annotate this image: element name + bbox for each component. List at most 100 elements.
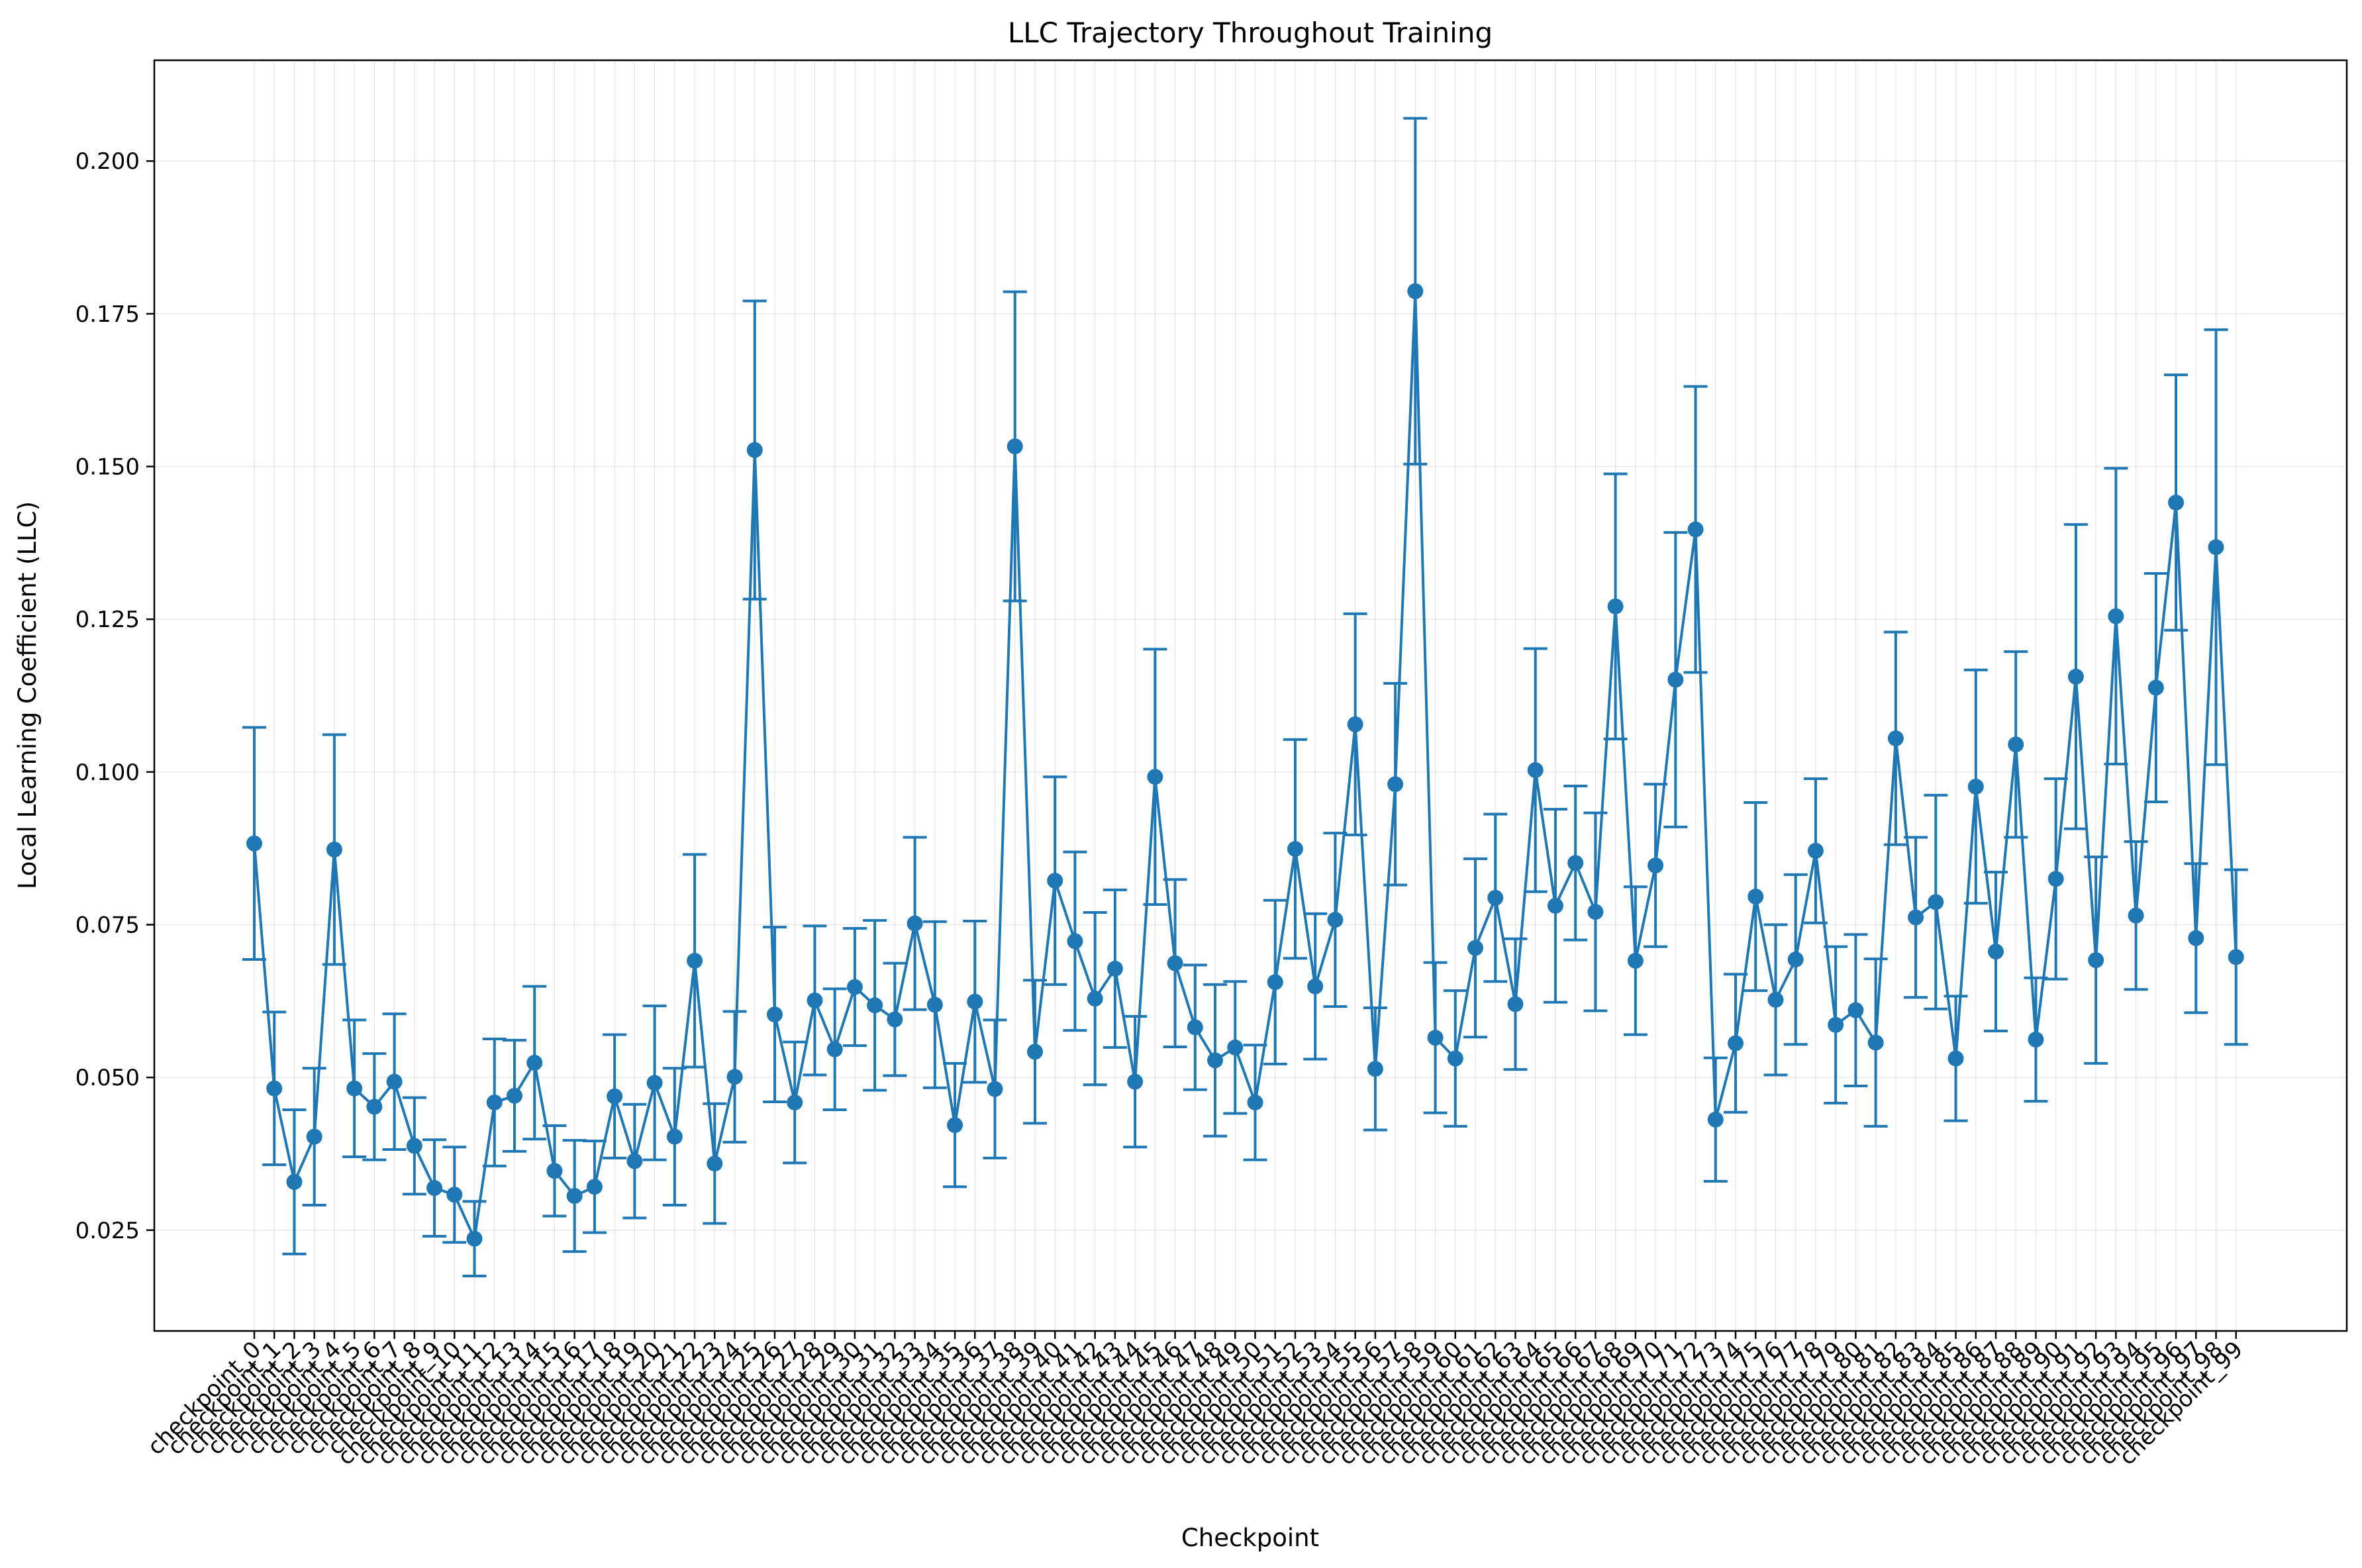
data-point bbox=[1847, 1002, 1864, 1018]
data-point bbox=[1267, 974, 1283, 991]
data-point bbox=[1707, 1111, 1724, 1128]
data-point bbox=[2067, 668, 2084, 685]
x-axis-label: Checkpoint bbox=[1181, 1524, 1319, 1552]
data-point bbox=[1347, 716, 1363, 732]
data-point bbox=[2168, 494, 2185, 511]
data-point bbox=[1467, 940, 1484, 956]
data-point bbox=[1107, 960, 1123, 977]
data-point bbox=[1607, 598, 1624, 614]
data-point bbox=[386, 1073, 403, 1090]
data-point bbox=[1227, 1039, 1244, 1055]
data-point bbox=[826, 1041, 843, 1057]
data-point bbox=[1026, 1044, 1043, 1060]
plot-frame bbox=[153, 59, 2348, 1332]
series-llc bbox=[242, 117, 2248, 1277]
data-point bbox=[1627, 952, 1644, 969]
data-point bbox=[1487, 889, 1504, 906]
y-tick-label: 0.125 bbox=[75, 607, 140, 633]
data-point bbox=[586, 1179, 603, 1195]
data-point bbox=[1247, 1094, 1263, 1110]
data-point bbox=[246, 835, 262, 852]
y-axis-label: Local Learning Coefficient (LLC) bbox=[13, 501, 42, 889]
y-tick-label: 0.050 bbox=[75, 1065, 140, 1091]
data-point bbox=[1887, 730, 1904, 747]
data-point bbox=[807, 992, 823, 1008]
data-point bbox=[1367, 1061, 1383, 1077]
data-point bbox=[1587, 904, 1604, 920]
data-point bbox=[1387, 776, 1404, 793]
data-point bbox=[2047, 871, 2064, 887]
data-point bbox=[1787, 952, 1804, 968]
data-point bbox=[887, 1011, 903, 1028]
data-point bbox=[2147, 679, 2164, 696]
data-point bbox=[1547, 897, 1563, 914]
data-point bbox=[1287, 841, 1303, 858]
data-point bbox=[326, 841, 342, 858]
data-point bbox=[766, 1006, 783, 1023]
data-point bbox=[466, 1230, 483, 1247]
data-point bbox=[1828, 1016, 1844, 1033]
data-point bbox=[907, 915, 923, 932]
data-point bbox=[446, 1187, 463, 1203]
data-point bbox=[546, 1163, 563, 1179]
data-point bbox=[2108, 608, 2124, 624]
data-point bbox=[486, 1094, 503, 1110]
data-point bbox=[1207, 1052, 1224, 1069]
data-point bbox=[526, 1054, 543, 1071]
data-point bbox=[607, 1088, 623, 1104]
data-point bbox=[1507, 996, 1524, 1012]
data-point bbox=[926, 997, 943, 1013]
data-point bbox=[1427, 1030, 1444, 1046]
data-point bbox=[366, 1099, 383, 1115]
data-point bbox=[1127, 1073, 1144, 1090]
data-point bbox=[1908, 909, 1924, 926]
data-point bbox=[406, 1138, 422, 1154]
data-point bbox=[2228, 949, 2244, 965]
data-point bbox=[286, 1173, 303, 1190]
data-point bbox=[266, 1080, 283, 1097]
data-point bbox=[1767, 991, 1784, 1008]
data-point bbox=[2088, 952, 2104, 968]
data-point bbox=[2008, 736, 2024, 753]
data-point bbox=[346, 1080, 363, 1097]
data-point bbox=[2128, 907, 2144, 924]
axes: 0.025 0.050 0.075 0.100 0.125 0.150 0.175 0.200… bbox=[75, 148, 2248, 1470]
data-point bbox=[1728, 1035, 1744, 1052]
data-point bbox=[787, 1094, 803, 1110]
data-point bbox=[1947, 1050, 1964, 1067]
data-point bbox=[506, 1087, 522, 1104]
data-point bbox=[1807, 842, 1824, 859]
data-point bbox=[1447, 1050, 1463, 1067]
data-point bbox=[1967, 778, 1984, 795]
y-tick-label: 0.200 bbox=[75, 148, 140, 175]
y-tick-label: 0.175 bbox=[75, 301, 140, 328]
data-point bbox=[1928, 894, 1944, 910]
data-point bbox=[2208, 539, 2224, 556]
data-point bbox=[707, 1155, 723, 1172]
data-point bbox=[746, 442, 763, 458]
data-point bbox=[726, 1069, 743, 1085]
data-point bbox=[1147, 769, 1163, 785]
data-point bbox=[1187, 1019, 1203, 1036]
data-point bbox=[1687, 521, 1704, 538]
data-point bbox=[1667, 671, 1684, 688]
data-point bbox=[1747, 889, 1764, 905]
data-point bbox=[1007, 438, 1023, 455]
data-point bbox=[867, 997, 883, 1014]
data-point bbox=[2188, 930, 2204, 946]
data-point bbox=[1087, 991, 1103, 1007]
data-point bbox=[1567, 855, 1584, 871]
data-point bbox=[1327, 912, 1344, 928]
y-tick-label: 0.075 bbox=[75, 912, 140, 938]
data-point bbox=[947, 1117, 963, 1134]
y-tick-label: 0.100 bbox=[75, 760, 140, 786]
data-point bbox=[687, 952, 703, 969]
data-point bbox=[1167, 955, 1183, 971]
y-tick-label: 0.025 bbox=[75, 1218, 140, 1244]
data-point bbox=[1407, 283, 1424, 299]
data-point bbox=[1307, 978, 1324, 995]
data-point bbox=[426, 1180, 443, 1197]
data-point bbox=[306, 1128, 322, 1145]
data-point bbox=[1867, 1034, 1884, 1051]
